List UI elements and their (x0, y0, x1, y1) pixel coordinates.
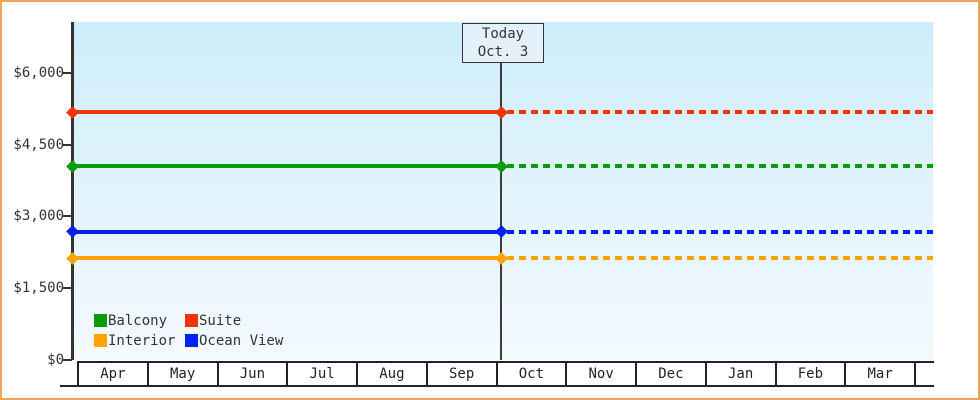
legend-item-interior: Interior (94, 332, 185, 349)
y-tick-label: $4,500 (13, 136, 64, 153)
plot-area (74, 22, 933, 360)
month-cell-trailing (914, 363, 934, 385)
legend-item-balcony: Balcony (94, 312, 185, 329)
month-cell-dec: Dec (635, 363, 705, 385)
today-divider-line (500, 62, 502, 360)
y-tick-mark (63, 287, 72, 290)
legend-swatch-ocean-view (185, 334, 198, 347)
month-cell-aug: Aug (356, 363, 426, 385)
y-tick-mark (63, 359, 72, 361)
today-label-line2: Oct. 3 (477, 44, 529, 60)
legend-swatch-suite (185, 314, 198, 327)
y-axis (71, 22, 74, 360)
legend-label: Suite (199, 312, 242, 329)
month-cell-jul: Jul (286, 363, 356, 385)
y-tick-label: $6,000 (13, 64, 64, 81)
y-tick-label: $0 (47, 352, 64, 368)
y-tick-label: $3,000 (13, 208, 64, 225)
legend-item-suite: Suite (185, 312, 283, 329)
legend-swatch-interior (94, 334, 107, 347)
month-cell-nov: Nov (565, 363, 635, 385)
legend-label: Interior (108, 332, 176, 349)
series-projection-interior (507, 256, 933, 261)
series-line-balcony (74, 164, 500, 169)
legend-label: Ocean View (199, 332, 284, 349)
today-label-box: Today Oct. 3 (462, 23, 544, 63)
series-line-suite (74, 110, 500, 115)
x-axis-baseline (60, 385, 934, 387)
legend-swatch-balcony (94, 314, 107, 327)
month-cell-mar: Mar (844, 363, 914, 385)
series-line-ocean-view (74, 229, 500, 234)
series-projection-ocean-view (507, 229, 933, 234)
month-cell-apr: Apr (77, 363, 147, 385)
month-cell-oct: Oct (495, 363, 566, 385)
legend-item-ocean-view: Ocean View (185, 332, 284, 349)
series-line-interior (74, 256, 500, 261)
month-cell-may: May (146, 363, 217, 385)
y-tick-mark (63, 215, 72, 218)
legend-label: Balcony (108, 312, 168, 329)
month-cell-feb: Feb (774, 363, 845, 385)
y-tick-label: $1,500 (13, 280, 64, 297)
today-label-line1: Today (481, 26, 525, 42)
x-axis-month-row: Apr May Jun Jul Aug Sep Oct Nov Dec Jan Feb Mar (77, 361, 934, 385)
y-tick-mark (63, 71, 72, 74)
month-cell-sep: Sep (425, 363, 496, 385)
series-projection-balcony (507, 164, 933, 169)
month-cell-jan: Jan (704, 363, 775, 385)
y-tick-mark (63, 143, 72, 146)
month-cell-jun: Jun (216, 363, 287, 385)
series-projection-suite (507, 110, 933, 115)
legend: Balcony Suite Interior Ocean View (94, 312, 284, 349)
